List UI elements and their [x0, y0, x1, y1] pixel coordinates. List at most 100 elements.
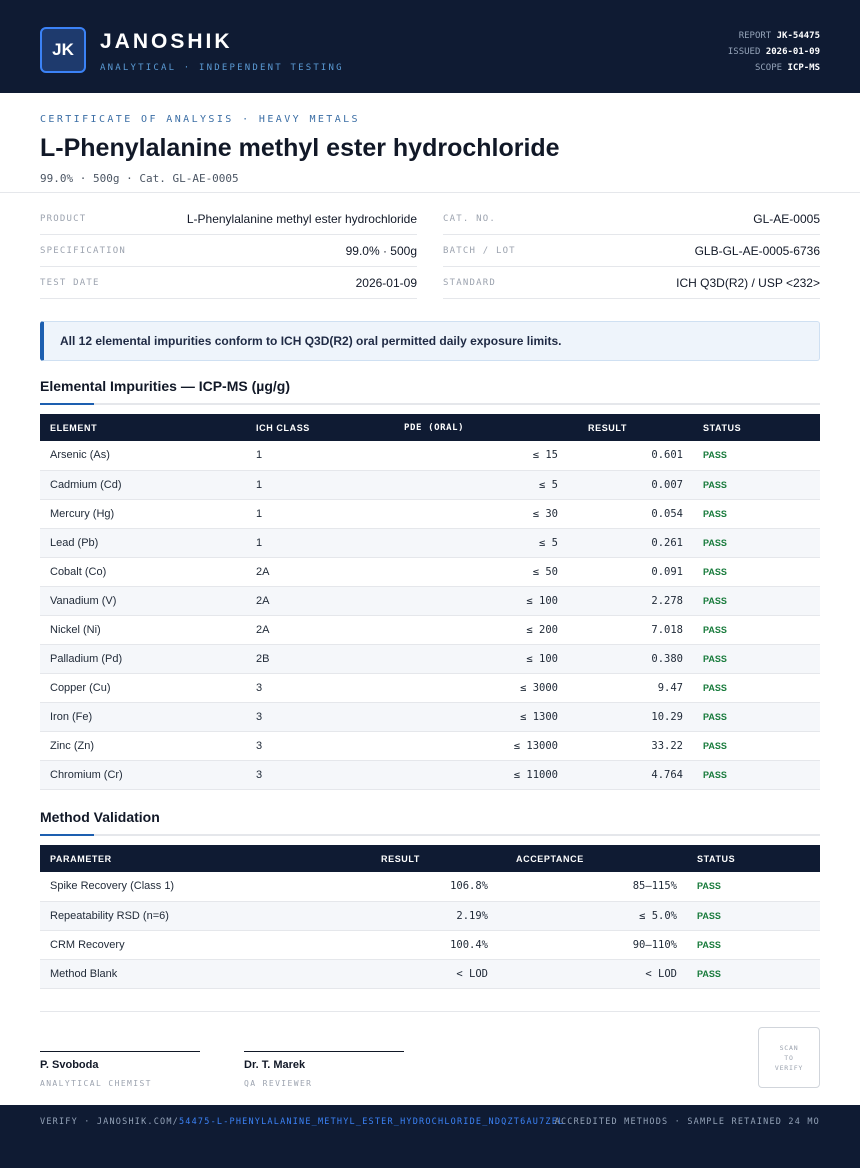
pde-cell: ≤ 100: [346, 586, 568, 616]
info-value: L-Phenylalanine methyl ester hydrochlori…: [186, 211, 417, 226]
info-right-column: CAT. NO. GL-AE-0005 BATCH / LOT GLB-GL-A…: [443, 203, 820, 299]
footer-note: ACCREDITED METHODS · SAMPLE RETAINED 24 …: [554, 1117, 820, 1127]
element-cell: Copper (Cu): [40, 673, 246, 703]
status-badge: PASS: [693, 441, 820, 471]
validation-table: PARAMETER RESULT ACCEPTANCE STATUS Spike…: [40, 845, 820, 989]
info-key: PRODUCT: [40, 213, 87, 224]
table-row: Iron (Fe) 3 ≤ 1300 10.29 PASS: [40, 702, 820, 732]
info-left-column: PRODUCT L-Phenylalanine methyl ester hyd…: [40, 203, 417, 299]
status-badge: PASS: [687, 901, 820, 931]
status-badge: PASS: [693, 470, 820, 500]
impurities-section-title: Elemental Impurities — ICP-MS (µg/g): [40, 378, 290, 394]
result-cell: 33.22: [568, 731, 693, 761]
table-row: Mercury (Hg) 1 ≤ 30 0.054 PASS: [40, 499, 820, 529]
brand-name: JANOSHIK: [100, 30, 233, 53]
column-header: PDE (ORAL): [404, 422, 465, 433]
element-cell: Chromium (Cr): [40, 760, 246, 790]
signatory-role: QA REVIEWER: [244, 1079, 313, 1088]
scope-label: SCOPE: [754, 63, 783, 73]
report-number: JK-54475: [776, 31, 820, 41]
element-cell: Lead (Pb): [40, 528, 246, 558]
status-badge: PASS: [693, 673, 820, 703]
result-cell: 10.29: [568, 702, 693, 732]
conformance-callout: All 12 elemental impurities conform to I…: [40, 321, 820, 361]
parameter-cell: Method Blank: [40, 959, 360, 989]
table-row: Palladium (Pd) 2B ≤ 100 0.380 PASS: [40, 644, 820, 674]
pde-cell: ≤ 5: [346, 528, 568, 558]
column-header: RESULT: [381, 853, 420, 864]
section-accent: [40, 403, 94, 405]
class-cell: 2A: [246, 586, 346, 616]
info-row-test-date: TEST DATE 2026-01-09: [40, 267, 417, 299]
impurities-table: ELEMENT ICH CLASS PDE (ORAL) RESULT STAT…: [40, 414, 820, 790]
parameter-cell: CRM Recovery: [40, 930, 360, 960]
verify-qr-code[interactable]: SCAN TO VERIFY: [758, 1027, 820, 1088]
info-key: CAT. NO.: [443, 213, 496, 224]
issued-label: ISSUED: [727, 47, 761, 57]
column-header: STATUS: [703, 422, 742, 433]
section-underline: [40, 403, 820, 405]
element-cell: Palladium (Pd): [40, 644, 246, 674]
element-cell: Nickel (Ni): [40, 615, 246, 645]
class-cell: 3: [246, 760, 346, 790]
class-cell: 1: [246, 470, 346, 500]
status-badge: PASS: [693, 644, 820, 674]
info-key: SPECIFICATION: [40, 245, 127, 256]
result-cell: 9.47: [568, 673, 693, 703]
signatory-name: P. Svoboda: [40, 1059, 99, 1071]
signatory-role: ANALYTICAL CHEMIST: [40, 1079, 152, 1088]
class-cell: 2A: [246, 557, 346, 587]
result-cell: 106.8%: [360, 872, 498, 902]
status-badge: PASS: [693, 557, 820, 587]
pde-cell: ≤ 3000: [346, 673, 568, 703]
acceptance-cell: < LOD: [498, 959, 687, 989]
column-header: ELEMENT: [50, 422, 98, 433]
info-row-cat-no: CAT. NO. GL-AE-0005: [443, 203, 820, 235]
class-cell: 3: [246, 731, 346, 761]
status-badge: PASS: [693, 528, 820, 558]
parameter-cell: Spike Recovery (Class 1): [40, 872, 360, 902]
table-row: Nickel (Ni) 2A ≤ 200 7.018 PASS: [40, 615, 820, 645]
validation-section-title: Method Validation: [40, 809, 160, 825]
document-type: CERTIFICATE OF ANALYSIS · HEAVY METALS: [40, 114, 360, 125]
result-cell: < LOD: [360, 959, 498, 989]
table-row: Cadmium (Cd) 1 ≤ 5 0.007 PASS: [40, 470, 820, 500]
element-cell: Zinc (Zn): [40, 731, 246, 761]
info-row-batch: BATCH / LOT GLB-GL-AE-0005-6736: [443, 235, 820, 267]
element-cell: Arsenic (As): [40, 441, 246, 471]
signature-block: Dr. T. Marek QA REVIEWER: [244, 1051, 404, 1088]
status-badge: PASS: [687, 959, 820, 989]
table-row: Chromium (Cr) 3 ≤ 11000 4.764 PASS: [40, 760, 820, 790]
info-value: ICH Q3D(R2) / USP <232>: [676, 275, 820, 290]
column-header: ICH CLASS: [256, 422, 310, 433]
class-cell: 2A: [246, 615, 346, 645]
verify-line: VERIFY · JANOSHIK.COM/54475-L-PHENYLALAN…: [40, 1117, 564, 1127]
info-value: 2026-01-09: [355, 275, 417, 290]
table-row: Spike Recovery (Class 1) 106.8% 85–115% PAS…: [40, 872, 820, 902]
acceptance-cell: 85–115%: [498, 872, 687, 902]
pde-cell: ≤ 200: [346, 615, 568, 645]
status-badge: PASS: [693, 731, 820, 761]
status-badge: PASS: [687, 872, 820, 902]
qr-label: SCAN: [779, 1043, 799, 1052]
column-header: ACCEPTANCE: [516, 853, 584, 864]
pde-cell: ≤ 11000: [346, 760, 568, 790]
pde-cell: ≤ 13000: [346, 731, 568, 761]
scope-value: ICP-MS: [787, 63, 820, 73]
acceptance-cell: ≤ 5.0%: [498, 901, 687, 931]
brand-logo: JK: [40, 27, 86, 73]
info-value: GLB-GL-AE-0005-6736: [694, 243, 820, 258]
element-cell: Vanadium (V): [40, 586, 246, 616]
class-cell: 1: [246, 528, 346, 558]
report-label: REPORT: [738, 31, 772, 41]
class-cell: 3: [246, 673, 346, 703]
section-accent: [40, 834, 94, 836]
table-row: Zinc (Zn) 3 ≤ 13000 33.22 PASS: [40, 731, 820, 761]
status-badge: PASS: [687, 930, 820, 960]
result-cell: 0.601: [568, 441, 693, 471]
result-cell: 4.764: [568, 760, 693, 790]
verify-prefix: VERIFY · JANOSHIK.COM/: [40, 1117, 179, 1127]
verify-link[interactable]: 54475-L-PHENYLALANINE_METHYL_ESTER_HYDRO…: [178, 1117, 565, 1127]
result-cell: 7.018: [568, 615, 693, 645]
column-header: RESULT: [588, 422, 627, 433]
